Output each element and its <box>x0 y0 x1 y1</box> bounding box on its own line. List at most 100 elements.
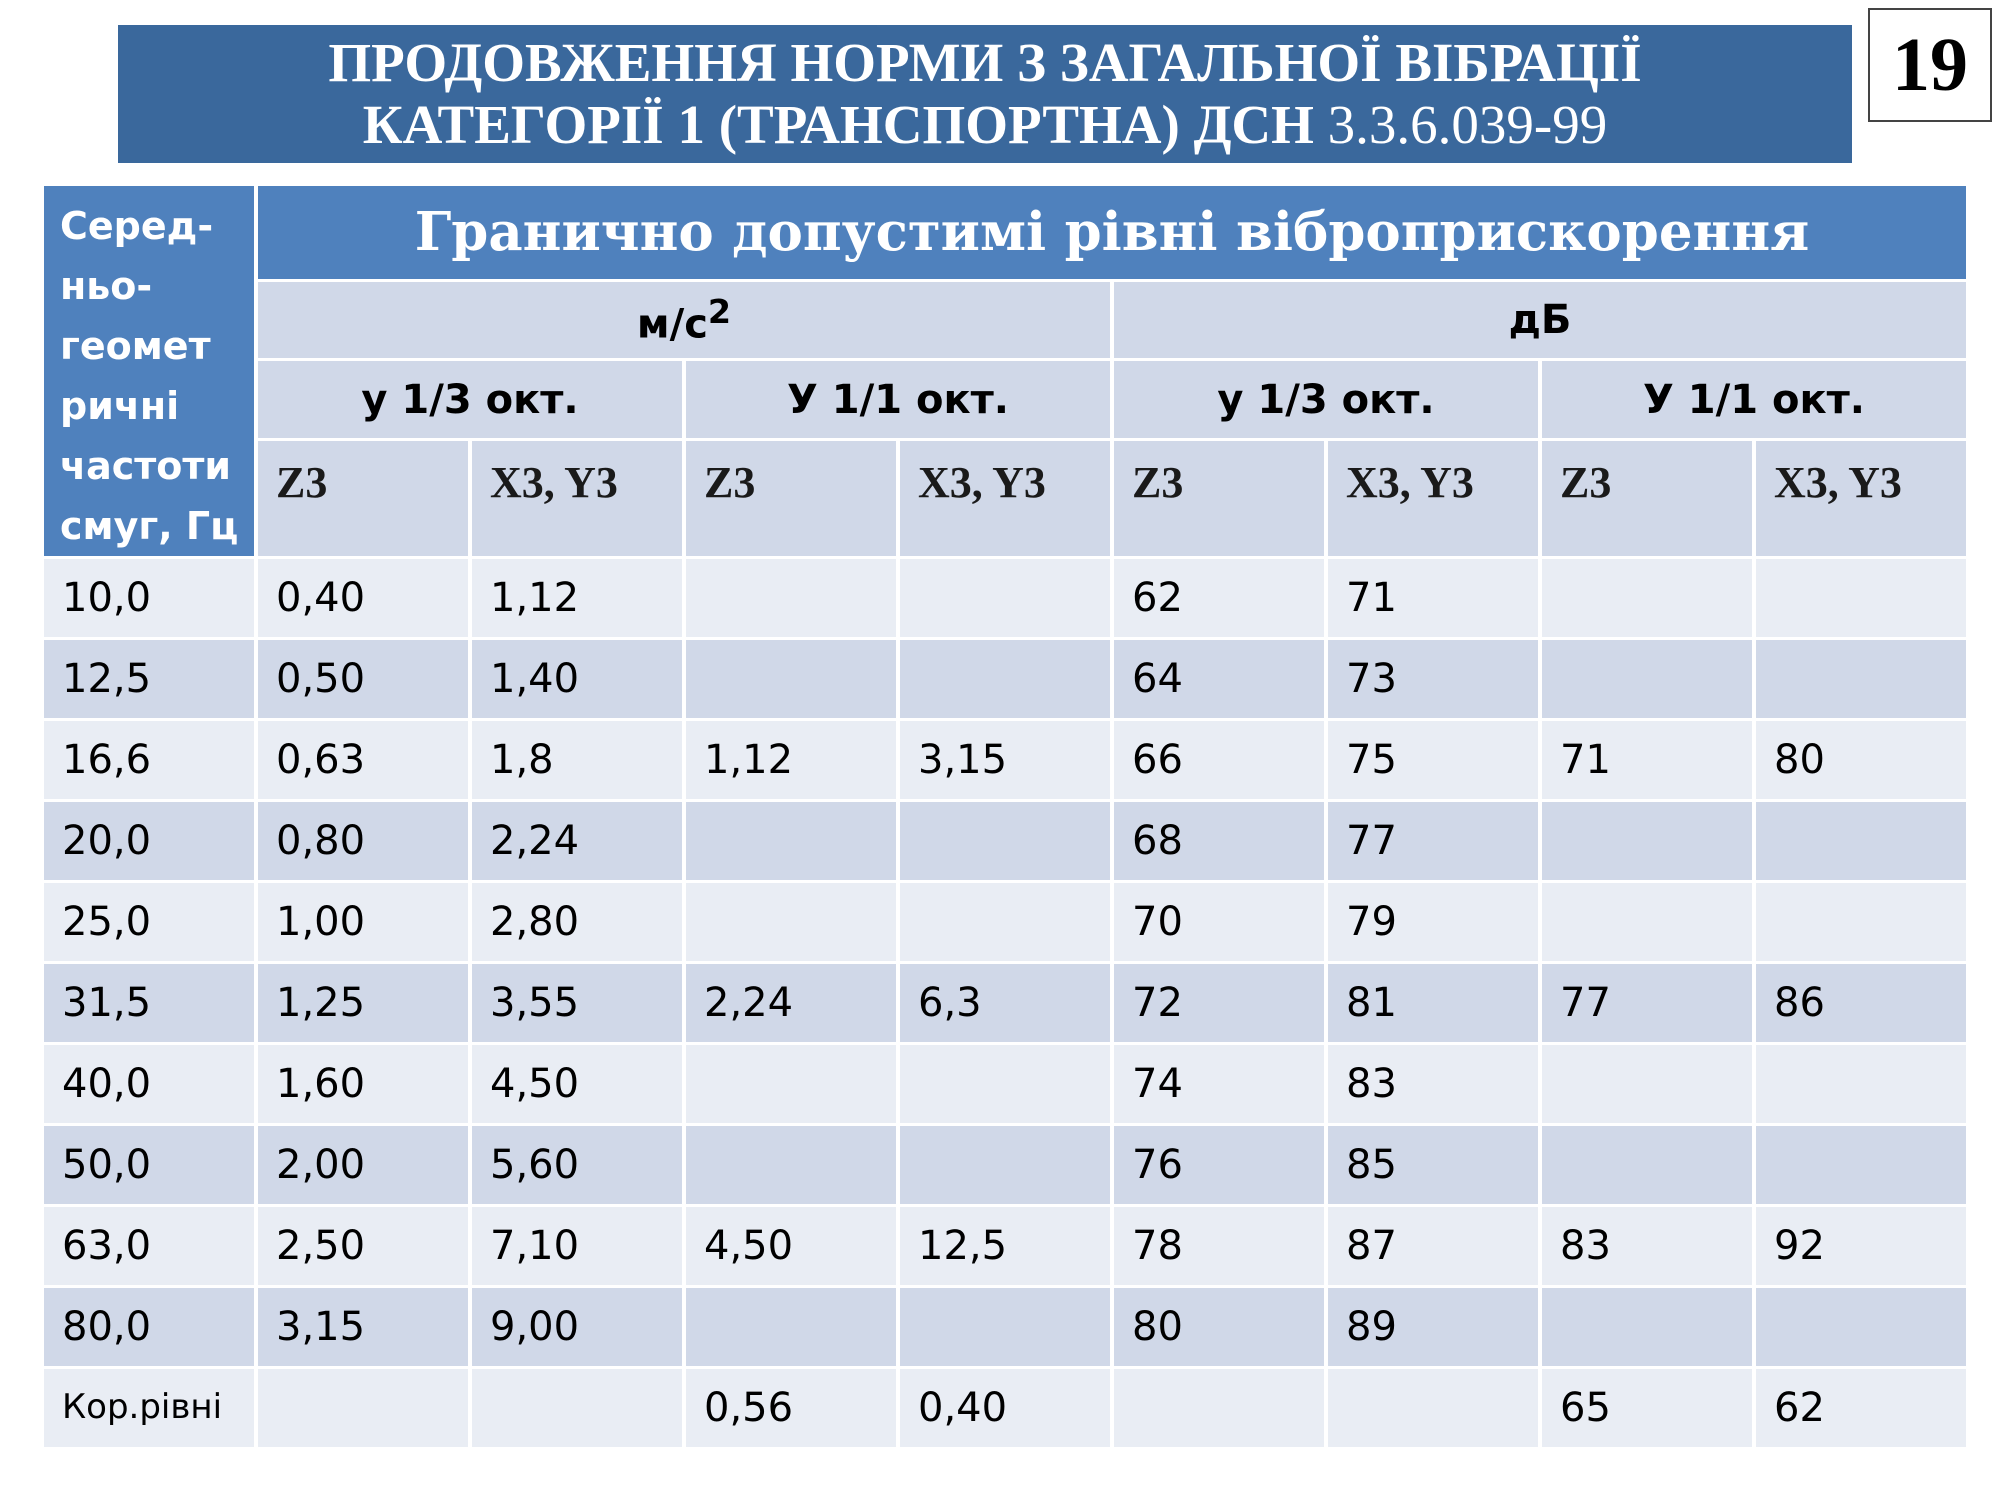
value-cell <box>258 1369 468 1447</box>
value-cell: 80 <box>1114 1288 1324 1366</box>
frequency-header-line: смуг, Гц <box>60 504 239 548</box>
value-cell: 83 <box>1328 1045 1538 1123</box>
value-cell: 62 <box>1756 1369 1966 1447</box>
frequency-cell: 80,0 <box>44 1288 254 1366</box>
axis-xy-header: X3, Y3 <box>900 441 1110 556</box>
table-row: 50,0 2,00 5,60 76 85 <box>44 1126 1966 1204</box>
value-cell <box>1542 1126 1752 1204</box>
unit-ms2-exponent: 2 <box>707 292 732 332</box>
value-cell: 73 <box>1328 640 1538 718</box>
value-cell <box>1542 559 1752 637</box>
value-cell: 1,00 <box>258 883 468 961</box>
value-cell: 79 <box>1328 883 1538 961</box>
title-line-2: КАТЕГОРІЇ 1 (ТРАНСПОРТНА) ДСН 3.3.6.039-… <box>118 94 1852 156</box>
frequency-header-line: ньо- <box>60 264 153 308</box>
value-cell <box>1756 640 1966 718</box>
frequency-cell: 10,0 <box>44 559 254 637</box>
value-cell: 2,00 <box>258 1126 468 1204</box>
value-cell: 3,55 <box>472 964 682 1042</box>
unit-ms2-base: м/с <box>636 301 708 348</box>
table-row: 63,0 2,50 7,10 4,50 12,5 78 87 83 92 <box>44 1207 1966 1285</box>
value-cell: 1,60 <box>258 1045 468 1123</box>
value-cell: 3,15 <box>258 1288 468 1366</box>
value-cell <box>1328 1369 1538 1447</box>
frequency-header: Серед- ньо- геомет ричні частоти смуг, Г… <box>44 186 254 556</box>
value-cell <box>1542 640 1752 718</box>
value-cell: 2,24 <box>472 802 682 880</box>
value-cell <box>686 1288 896 1366</box>
value-cell: 87 <box>1328 1207 1538 1285</box>
value-cell <box>1542 883 1752 961</box>
value-cell: 5,60 <box>472 1126 682 1204</box>
axis-z-header: Z3 <box>686 441 896 556</box>
table-row: 40,0 1,60 4,50 74 83 <box>44 1045 1966 1123</box>
frequency-cell: 31,5 <box>44 964 254 1042</box>
value-cell: 78 <box>1114 1207 1324 1285</box>
value-cell: 1,8 <box>472 721 682 799</box>
value-cell: 7,10 <box>472 1207 682 1285</box>
axis-z-header: Z3 <box>1114 441 1324 556</box>
title-banner: ПРОДОВЖЕННЯ НОРМИ З ЗАГАЛЬНОЇ ВІБРАЦІЇ К… <box>118 25 1852 163</box>
table-row: 12,5 0,50 1,40 64 73 <box>44 640 1966 718</box>
value-cell: 1,12 <box>472 559 682 637</box>
value-cell: 0,50 <box>258 640 468 718</box>
value-cell: 71 <box>1328 559 1538 637</box>
value-cell: 6,3 <box>900 964 1110 1042</box>
value-cell: 77 <box>1328 802 1538 880</box>
unit-ms2-header: м/с2 <box>258 281 1110 359</box>
frequency-cell: 40,0 <box>44 1045 254 1123</box>
value-cell <box>1542 1045 1752 1123</box>
frequency-cell: 50,0 <box>44 1126 254 1204</box>
value-cell <box>1756 1045 1966 1123</box>
value-cell <box>686 1126 896 1204</box>
value-cell: 1,12 <box>686 721 896 799</box>
value-cell: 0,40 <box>900 1369 1110 1447</box>
value-cell <box>900 559 1110 637</box>
value-cell: 68 <box>1114 802 1324 880</box>
value-cell <box>1756 1288 1966 1366</box>
value-cell: 75 <box>1328 721 1538 799</box>
third-octave-ms2-header: у 1/3 окт. <box>258 361 682 439</box>
value-cell: 62 <box>1114 559 1324 637</box>
value-cell: 74 <box>1114 1045 1324 1123</box>
table-row: 20,0 0,80 2,24 68 77 <box>44 802 1966 880</box>
value-cell <box>900 1288 1110 1366</box>
value-cell: 72 <box>1114 964 1324 1042</box>
frequency-cell: 16,6 <box>44 721 254 799</box>
value-cell: 65 <box>1542 1369 1752 1447</box>
value-cell: 4,50 <box>472 1045 682 1123</box>
value-cell <box>900 883 1110 961</box>
acceleration-limits-header: Гранично допустимі рівні віброприскоренн… <box>258 186 1966 279</box>
full-octave-db-header: У 1/1 окт. <box>1542 361 1966 439</box>
value-cell: 85 <box>1328 1126 1538 1204</box>
third-octave-db-header: у 1/3 окт. <box>1114 361 1538 439</box>
table-row: 31,5 1,25 3,55 2,24 6,3 72 81 77 86 <box>44 964 1966 1042</box>
value-cell: 66 <box>1114 721 1324 799</box>
unit-db-header: дБ <box>1114 281 1966 359</box>
frequency-header-line: Серед- <box>60 204 214 248</box>
value-cell: 0,80 <box>258 802 468 880</box>
value-cell <box>1114 1369 1324 1447</box>
value-cell <box>686 1045 896 1123</box>
value-cell: 92 <box>1756 1207 1966 1285</box>
value-cell: 70 <box>1114 883 1324 961</box>
value-cell <box>900 802 1110 880</box>
table-row: 80,0 3,15 9,00 80 89 <box>44 1288 1966 1366</box>
table-row: 25,0 1,00 2,80 70 79 <box>44 883 1966 961</box>
value-cell <box>900 1045 1110 1123</box>
table-row: Кор.рівні 0,56 0,40 65 62 <box>44 1369 1966 1447</box>
axis-xy-header: X3, Y3 <box>1756 441 1966 556</box>
title-line-2-bold: КАТЕГОРІЇ 1 (ТРАНСПОРТНА) ДСН <box>362 94 1314 155</box>
frequency-cell: 20,0 <box>44 802 254 880</box>
value-cell <box>1542 802 1752 880</box>
value-cell: 77 <box>1542 964 1752 1042</box>
table-row: 16,6 0,63 1,8 1,12 3,15 66 75 71 80 <box>44 721 1966 799</box>
frequency-cell: 12,5 <box>44 640 254 718</box>
value-cell: 81 <box>1328 964 1538 1042</box>
value-cell <box>900 1126 1110 1204</box>
frequency-cell: 63,0 <box>44 1207 254 1285</box>
axis-z-header: Z3 <box>1542 441 1752 556</box>
value-cell <box>686 883 896 961</box>
value-cell: 86 <box>1756 964 1966 1042</box>
value-cell: 64 <box>1114 640 1324 718</box>
